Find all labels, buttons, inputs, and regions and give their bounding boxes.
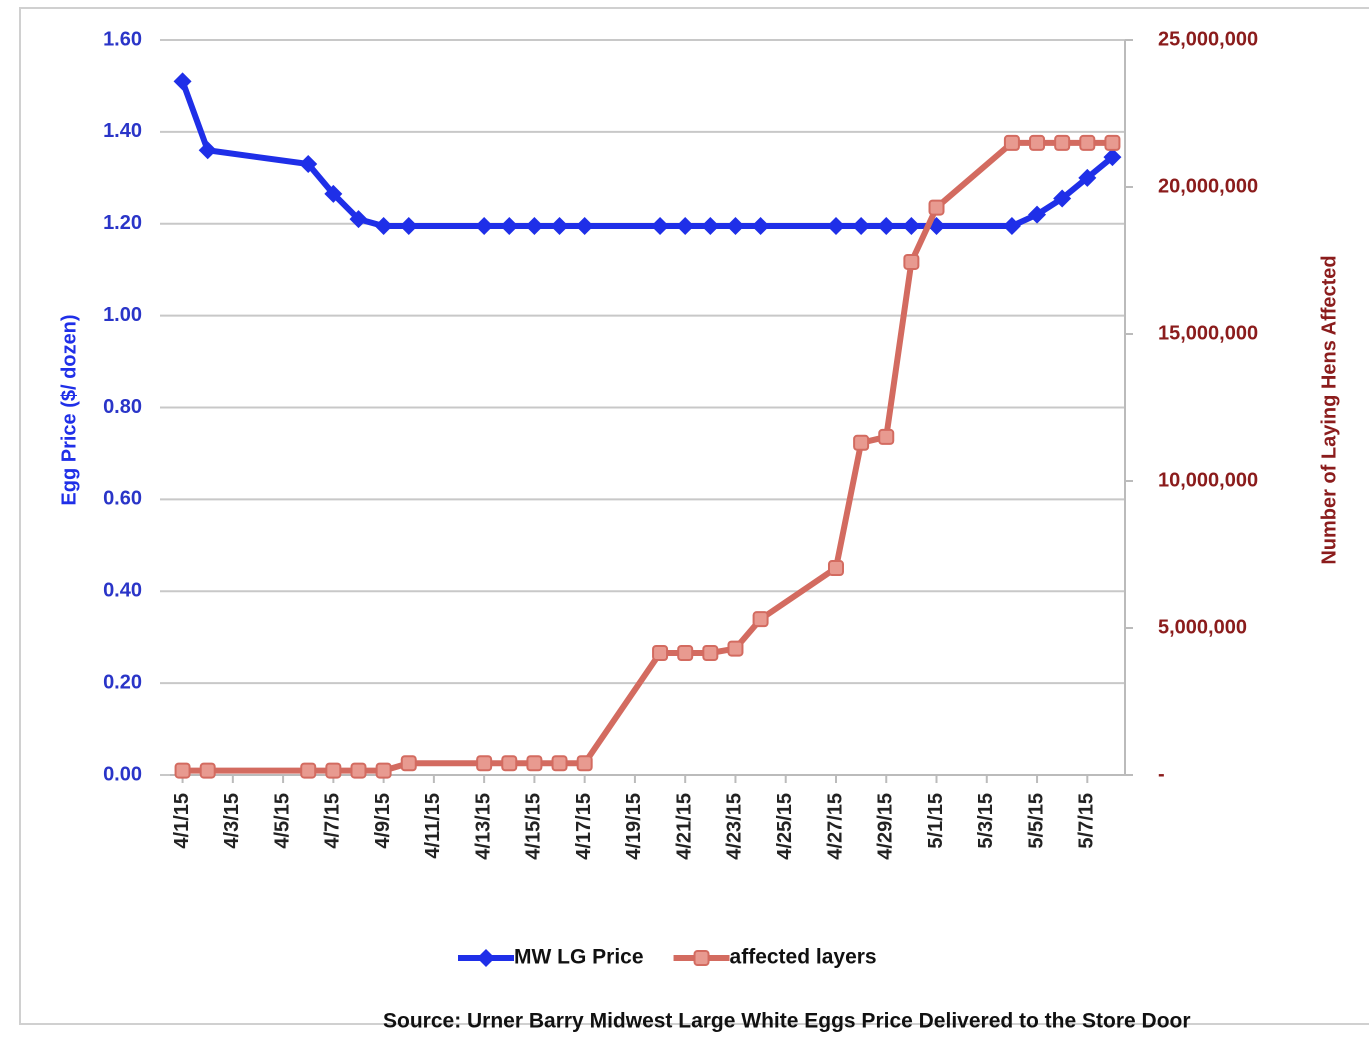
y-tick-label: 0.80 bbox=[103, 396, 142, 418]
x-tick-label: 4/9/15 bbox=[372, 793, 394, 849]
x-tick-label: 5/5/15 bbox=[1025, 793, 1047, 849]
y-tick-label: 0.60 bbox=[103, 488, 142, 510]
data-point bbox=[1002, 217, 1021, 236]
data-point bbox=[903, 253, 920, 270]
data-point bbox=[1003, 134, 1020, 151]
data-point bbox=[198, 141, 217, 160]
x-tick-label: 4/25/15 bbox=[774, 793, 796, 860]
y2-tick-label: 10,000,000 bbox=[1158, 469, 1258, 491]
x-tick-label: 4/11/15 bbox=[422, 793, 444, 859]
data-point bbox=[727, 640, 744, 657]
data-point bbox=[501, 755, 518, 772]
x-tick-label: 4/27/15 bbox=[824, 793, 846, 860]
data-point bbox=[399, 217, 418, 236]
data-point bbox=[1053, 189, 1072, 208]
series-line bbox=[182, 139, 1113, 774]
x-tick-label: 4/17/15 bbox=[573, 793, 595, 860]
x-tick-label: 5/1/15 bbox=[925, 793, 947, 849]
data-point bbox=[676, 217, 695, 236]
data-point bbox=[575, 217, 594, 236]
data-point bbox=[476, 755, 493, 772]
data-point bbox=[375, 762, 392, 779]
data-point bbox=[350, 762, 367, 779]
x-tick-label: 4/19/15 bbox=[623, 793, 645, 860]
x-tick-label: 4/1/15 bbox=[171, 793, 193, 849]
data-point bbox=[325, 762, 342, 779]
x-tick-label: 4/23/15 bbox=[724, 793, 746, 860]
data-point bbox=[1078, 168, 1097, 187]
data-point bbox=[827, 560, 844, 577]
data-point bbox=[374, 217, 393, 236]
data-point bbox=[173, 72, 192, 91]
data-point bbox=[877, 217, 896, 236]
legend-marker bbox=[477, 949, 495, 967]
x-tick-label: 4/5/15 bbox=[271, 793, 293, 849]
data-point bbox=[852, 217, 871, 236]
y2-tick-label: 20,000,000 bbox=[1158, 175, 1258, 197]
data-point bbox=[349, 210, 368, 229]
x-tick-label: 4/13/15 bbox=[472, 793, 494, 860]
data-point bbox=[475, 217, 494, 236]
data-point bbox=[299, 155, 318, 174]
data-point bbox=[751, 217, 770, 236]
data-point bbox=[1054, 134, 1071, 151]
data-point bbox=[726, 217, 745, 236]
x-tick-label: 4/29/15 bbox=[875, 793, 897, 860]
y2-axis-label: Number of Laying Hens Affected bbox=[1318, 255, 1340, 564]
y-tick-label: 0.00 bbox=[103, 763, 142, 785]
data-point bbox=[300, 762, 317, 779]
x-tick-label: 4/21/15 bbox=[673, 793, 695, 860]
data-point bbox=[1103, 148, 1122, 167]
data-point bbox=[1079, 134, 1096, 151]
data-point bbox=[500, 217, 519, 236]
series-line bbox=[179, 80, 1115, 230]
data-point bbox=[652, 644, 669, 661]
legend-label: affected layers bbox=[730, 946, 877, 969]
y2-tick-label: - bbox=[1158, 763, 1165, 785]
data-point bbox=[878, 428, 895, 445]
chart-border bbox=[19, 7, 1369, 1025]
y-tick-label: 1.00 bbox=[103, 304, 142, 326]
y2-tick-label: 25,000,000 bbox=[1158, 28, 1258, 50]
x-tick-label: 5/3/15 bbox=[975, 793, 997, 849]
data-point bbox=[550, 217, 569, 236]
y-axis-label: Egg Price ($/ dozen) bbox=[58, 314, 80, 505]
data-point bbox=[1029, 134, 1046, 151]
data-point bbox=[1028, 205, 1047, 224]
data-point bbox=[1104, 134, 1121, 151]
x-tick-label: 4/7/15 bbox=[322, 793, 344, 849]
data-point bbox=[677, 644, 694, 661]
data-point bbox=[400, 755, 417, 772]
data-point bbox=[324, 184, 343, 203]
y2-tick-label: 5,000,000 bbox=[1158, 616, 1247, 638]
data-point bbox=[199, 762, 216, 779]
data-point bbox=[928, 199, 945, 216]
x-tick-label: 4/3/15 bbox=[221, 793, 243, 849]
legend-marker bbox=[693, 950, 710, 966]
x-tick-label: 5/7/15 bbox=[1076, 793, 1098, 849]
legend-label: MW LG Price bbox=[514, 946, 644, 969]
data-point bbox=[576, 755, 593, 772]
data-point bbox=[702, 644, 719, 661]
data-point bbox=[853, 434, 870, 451]
data-point bbox=[826, 217, 845, 236]
y-tick-label: 0.40 bbox=[103, 580, 142, 602]
data-point bbox=[174, 762, 191, 779]
data-point bbox=[651, 217, 670, 236]
y-tick-label: 1.60 bbox=[103, 28, 142, 50]
data-point bbox=[701, 217, 720, 236]
data-point bbox=[526, 755, 543, 772]
data-point bbox=[752, 611, 769, 628]
data-point bbox=[551, 755, 568, 772]
x-tick-label: 4/15/15 bbox=[523, 793, 545, 860]
data-point bbox=[525, 217, 544, 236]
data-point bbox=[902, 217, 921, 236]
y-tick-label: 0.20 bbox=[103, 671, 142, 693]
source-note: Source: Urner Barry Midwest Large White … bbox=[383, 1010, 1191, 1033]
y-tick-label: 1.20 bbox=[103, 212, 142, 234]
y2-tick-label: 15,000,000 bbox=[1158, 322, 1258, 344]
y-tick-label: 1.40 bbox=[103, 120, 142, 142]
